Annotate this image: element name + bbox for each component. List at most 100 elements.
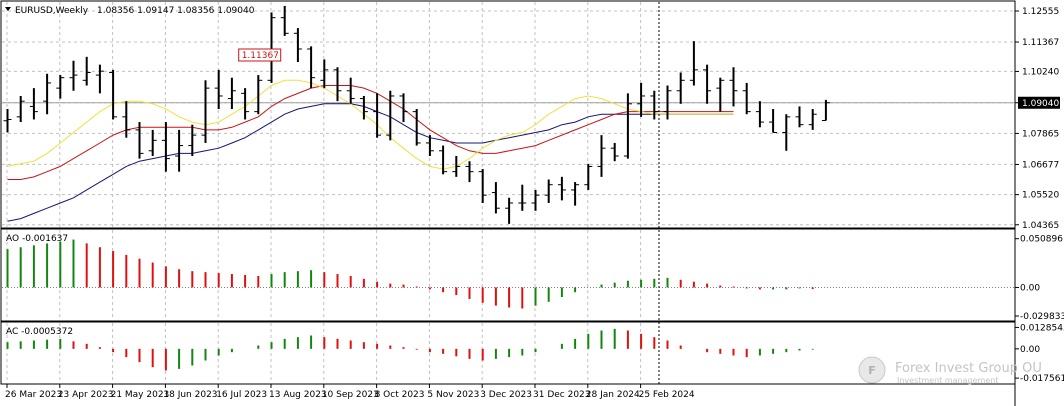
ohlc-bar: [439, 145, 448, 175]
price-panel[interactable]: [0, 0, 1016, 229]
ac-tick-label: -0.0175611: [1020, 374, 1064, 384]
ohlc-bar: [82, 56, 91, 86]
ohlc-bar: [703, 64, 712, 104]
price-tick-label: 1.05520: [1022, 191, 1059, 201]
watermark: F Forex Invest Group OU Investment manag…: [858, 356, 1042, 385]
ohlc-bar: [267, 12, 276, 83]
ac-axis: 0.0128545 0.00 -0.0175611: [1015, 323, 1064, 384]
time-tick-label: 16 Jul 2023: [216, 390, 267, 400]
time-tick-label: 25 Feb 2024: [639, 390, 695, 400]
price-tick-label: 1.10240: [1022, 67, 1059, 77]
ohlc-bar: [729, 67, 738, 107]
ohlc-bar: [201, 80, 210, 143]
time-tick-label: 3 Dec 2023: [480, 390, 532, 400]
ao-tick-label: -0.029833: [1020, 312, 1064, 322]
ac-label: AC -0.0005372: [6, 327, 73, 337]
watermark-brand: Forex Invest Group OU: [895, 361, 1042, 376]
ohlc-bar: [795, 106, 804, 128]
ohlc-bar: [544, 179, 553, 203]
ohlc-bar: [518, 184, 527, 211]
ohlc-bars: [3, 5, 830, 224]
time-tick-label: 28 Jan 2024: [586, 390, 640, 400]
ac-panel[interactable]: [0, 321, 1016, 385]
ohlc-bar: [716, 77, 725, 112]
ac-tick-label: 0.0128545: [1020, 323, 1064, 333]
time-tick-label: 10 Sep 2023: [322, 390, 379, 400]
ac-tick-label: 0.00: [1020, 345, 1040, 355]
time-tick-label: 23 Apr 2023: [58, 390, 114, 400]
ohlc-bar: [531, 189, 540, 211]
ohlc-bar: [148, 129, 157, 157]
ohlc-bar: [43, 73, 52, 115]
ohlc-bar: [56, 75, 65, 99]
ohlc-bar: [452, 156, 461, 177]
ohlc-bar: [386, 90, 395, 141]
ohlc-bar: [161, 122, 170, 172]
ohlc-bar: [465, 161, 474, 183]
ohlc-bar: [109, 69, 118, 120]
chart-symbol: EURUSD,Weekly: [15, 6, 89, 16]
ohlc-bar: [373, 93, 382, 138]
ohlc-bar: [280, 5, 289, 36]
ohlc-bar: [3, 109, 12, 133]
ohlc-bar: [254, 75, 263, 115]
ohlc-bar: [689, 41, 698, 86]
ao-label: AO -0.001637: [6, 234, 68, 244]
ohlc-bar: [307, 46, 316, 89]
ohlc-bar: [320, 59, 329, 89]
time-tick-label: 5 Nov 2023: [427, 390, 479, 400]
high-price-box: [238, 48, 282, 62]
ohlc-bar: [623, 93, 632, 159]
ohlc-bar: [95, 64, 104, 94]
ohlc-bar: [241, 88, 250, 120]
ohlc-bar: [663, 85, 672, 120]
ohlc-bar: [333, 67, 342, 102]
watermark-tagline: Investment management: [897, 376, 998, 385]
ohlc-bar: [808, 109, 817, 130]
ohlc-bar: [214, 69, 223, 110]
price-tick-label: 1.07865: [1022, 129, 1059, 139]
time-tick-label: 26 Mar 2023: [5, 390, 62, 400]
ohlc-bar: [610, 142, 619, 162]
yellow-ma-line: [7, 79, 734, 170]
price-tick-label: 1.06677: [1022, 160, 1059, 170]
watermark-logo-letter: F: [868, 364, 876, 377]
price-axis: 1.12555 1.11367 1.10240 1.07865 1.06677 1.055…: [1015, 7, 1060, 231]
chart-ohlc-values: 1.08356 1.09147 1.08356 1.09040: [97, 6, 255, 16]
ohlc-bar: [650, 90, 659, 120]
ac-histogram: [6, 328, 814, 371]
ohlc-bar: [769, 109, 778, 134]
ohlc-bar: [135, 122, 144, 159]
time-tick-label: 18 Jun 2023: [163, 390, 217, 400]
time-tick-label: 8 Oct 2023: [375, 390, 425, 400]
ao-tick-label: 0.00: [1020, 283, 1040, 293]
ohlc-bar: [584, 163, 593, 190]
ohlc-bar: [571, 182, 580, 206]
ao-tick-label: 0.050896: [1020, 235, 1063, 245]
ohlc-bar: [782, 114, 791, 151]
current-price-label: 1.09040: [1022, 99, 1059, 109]
ohlc-bar: [16, 95, 25, 123]
ohlc-bar: [742, 82, 751, 115]
ohlc-bar: [676, 72, 685, 104]
ohlc-bar: [491, 182, 500, 214]
ohlc-bar: [399, 93, 408, 123]
ohlc-bar: [755, 101, 764, 128]
ao-axis: 0.050896 0.00 -0.029833: [1015, 235, 1064, 322]
ohlc-bar: [557, 176, 566, 201]
collapse-triangle-icon[interactable]: [5, 7, 11, 11]
ohlc-bar: [346, 77, 355, 104]
current-price-box: [1018, 96, 1060, 109]
price-tick-label: 1.11367: [1022, 38, 1059, 48]
ohlc-bar: [505, 197, 514, 224]
ohlc-bar: [412, 109, 421, 146]
ohlc-bar: [478, 169, 487, 203]
blue-ma-line: [7, 103, 734, 222]
price-tick-label: 1.12555: [1022, 7, 1059, 17]
high-price-label: 1.11367: [242, 51, 279, 61]
ohlc-bar: [188, 124, 197, 157]
ohlc-bar: [69, 60, 78, 91]
ao-panel[interactable]: [0, 228, 1016, 322]
